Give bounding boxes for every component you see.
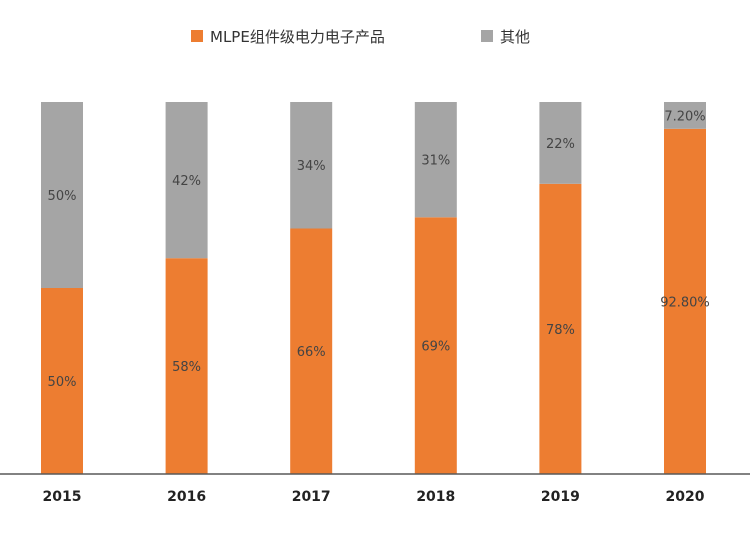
x-tick-label-2018: 2018 [416, 489, 455, 505]
data-label-2019-other: 22% [546, 137, 575, 152]
bar-2015-mlpe [41, 288, 83, 474]
x-tick-label-2020: 2020 [666, 489, 705, 505]
legend-swatch-mlpe [191, 30, 203, 42]
bar-2016-other [165, 102, 208, 259]
bar-2017-other [290, 102, 333, 229]
data-label-2015-other: 50% [48, 189, 77, 204]
bar-labels-group: 50% 50% 58% 42% 66% 34% 69% 31% 78% 22% 92.80% 7.20… [48, 109, 710, 390]
data-label-2019-mlpe: 78% [546, 323, 575, 338]
bars-group [41, 102, 706, 475]
bar-2020-other [664, 102, 706, 129]
bar-2018-other [414, 102, 457, 218]
legend-swatch-other [481, 30, 493, 42]
bar-2019-other [539, 102, 582, 184]
bar-2016-mlpe [165, 258, 208, 474]
data-label-2020-mlpe: 92.80% [660, 295, 710, 310]
data-label-2017-other: 34% [297, 159, 326, 174]
data-label-2018-other: 31% [421, 154, 450, 169]
bar-2020-mlpe [664, 128, 706, 475]
legend-label-other: 其他 [500, 28, 530, 46]
x-tick-label-2015: 2015 [43, 489, 82, 505]
data-label-2016-mlpe: 58% [172, 360, 201, 375]
data-label-2015-mlpe: 50% [48, 375, 77, 390]
x-tick-label-2019: 2019 [541, 489, 580, 505]
data-label-2020-other: 7.20% [664, 109, 705, 124]
data-label-2016-other: 42% [172, 174, 201, 189]
bar-2018-mlpe [414, 217, 457, 475]
legend-label-mlpe: MLPE组件级电力电子产品 [210, 28, 385, 46]
x-tick-label-2016: 2016 [167, 489, 206, 505]
bar-2017-mlpe [290, 228, 333, 474]
x-tick-labels: 2015 2016 2017 2018 2019 2020 [43, 489, 705, 505]
legend: MLPE组件级电力电子产品 其他 [191, 28, 530, 46]
bar-2015-other [41, 102, 83, 288]
data-label-2018-mlpe: 69% [421, 340, 450, 355]
x-tick-label-2017: 2017 [292, 489, 331, 505]
data-label-2017-mlpe: 66% [297, 345, 326, 360]
bar-2019-mlpe [539, 183, 582, 475]
